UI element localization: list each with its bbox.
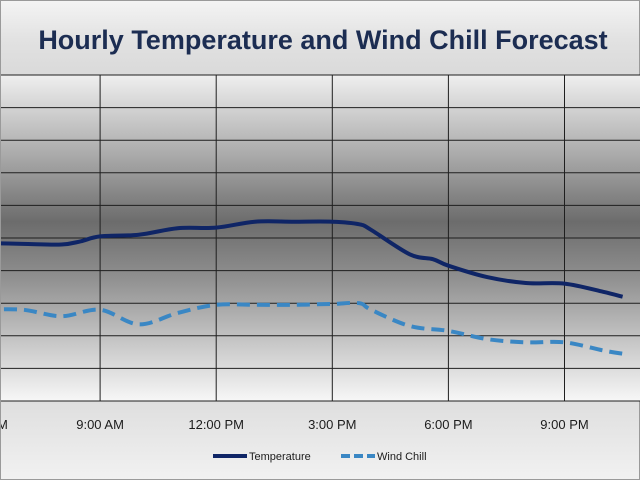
- legend-label-wind-chill: Wind Chill: [377, 451, 427, 463]
- x-tick-label: 3:00 PM: [308, 417, 356, 432]
- x-axis-tick-labels: 6:00 AM 9:00 AM 12:00 PM 3:00 PM 6:00 PM 9:00…: [1, 417, 589, 432]
- legend: Temperature Wind Chill: [213, 451, 427, 463]
- series-layer: [1, 219, 624, 356]
- chart-title: Hourly Temperature and Wind Chill Foreca…: [38, 25, 607, 55]
- x-tick-label: 9:00 AM: [76, 417, 124, 432]
- grid-lines: [1, 74, 640, 402]
- x-tick-label: 12:00 PM: [188, 417, 244, 432]
- x-tick-label: 6:00 PM: [424, 417, 472, 432]
- x-tick-label: 6:00 AM: [1, 417, 8, 432]
- x-tick-label: 9:00 PM: [540, 417, 588, 432]
- series-line-temperature: [1, 219, 624, 299]
- legend-label-temperature: Temperature: [249, 451, 311, 463]
